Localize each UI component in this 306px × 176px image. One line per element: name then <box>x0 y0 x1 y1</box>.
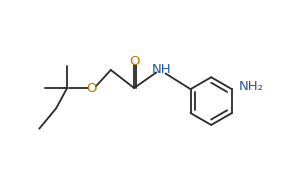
Text: NH₂: NH₂ <box>238 80 263 93</box>
Text: O: O <box>87 81 97 95</box>
Text: O: O <box>129 55 139 68</box>
Text: NH: NH <box>151 64 171 76</box>
